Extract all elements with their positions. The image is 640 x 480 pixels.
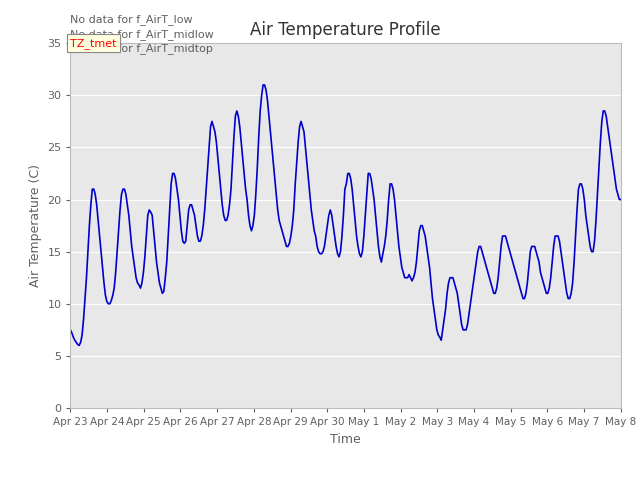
Text: No data for f_AirT_low: No data for f_AirT_low: [70, 14, 193, 25]
X-axis label: Time: Time: [330, 432, 361, 445]
Text: No data for f_AirT_midlow: No data for f_AirT_midlow: [70, 29, 214, 39]
Title: Air Temperature Profile: Air Temperature Profile: [250, 21, 441, 39]
Y-axis label: Air Temperature (C): Air Temperature (C): [29, 164, 42, 287]
Text: No data for f_AirT_midtop: No data for f_AirT_midtop: [70, 43, 213, 54]
Text: TZ_tmet: TZ_tmet: [70, 38, 117, 48]
